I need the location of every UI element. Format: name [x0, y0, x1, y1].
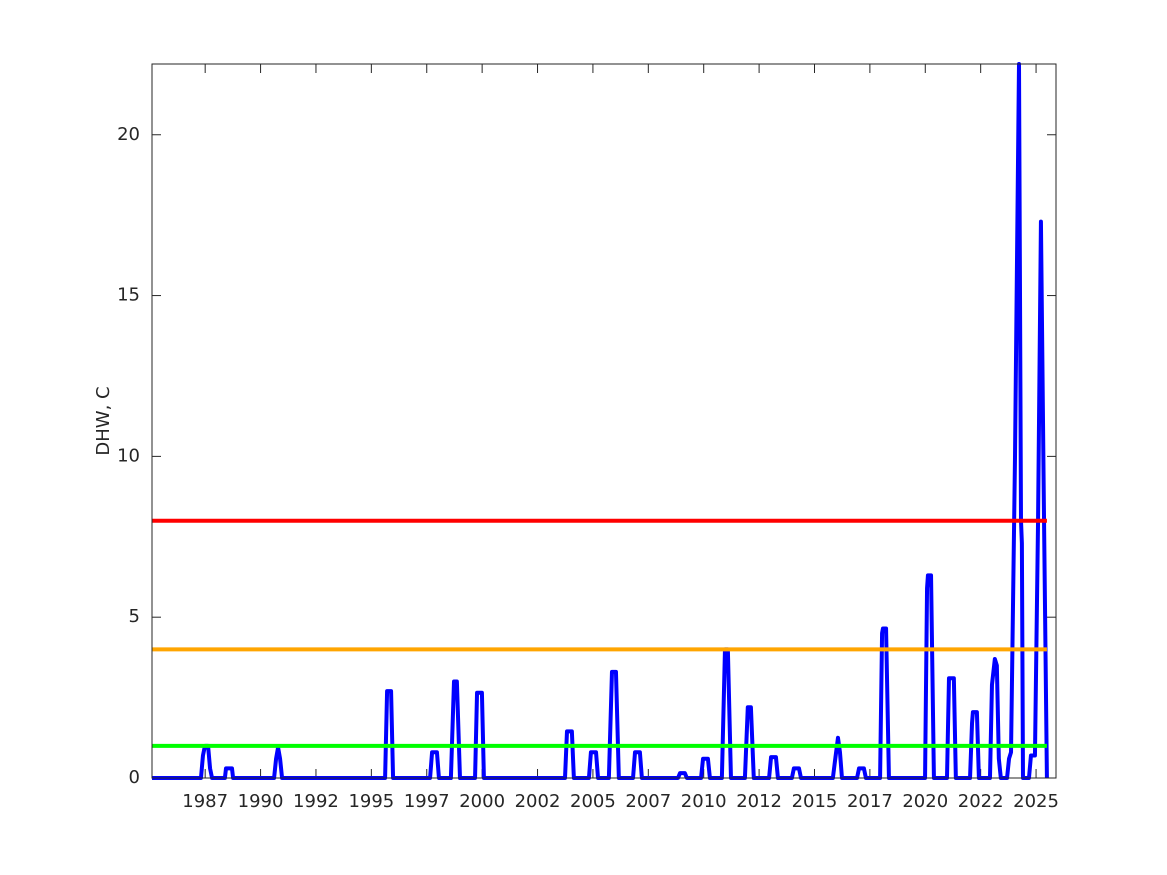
x-tick-label: 2017 — [847, 791, 893, 812]
x-tick-label: 2007 — [625, 791, 671, 812]
x-tick-label: 1997 — [404, 791, 450, 812]
x-tick-label: 2005 — [570, 791, 616, 812]
x-tick-label: 2002 — [515, 791, 561, 812]
y-axis-label: DHW, C — [93, 386, 114, 455]
x-tick-label: 1995 — [348, 791, 394, 812]
x-tick-label: 1992 — [293, 791, 339, 812]
y-tick-label: 10 — [117, 445, 140, 466]
x-tick-label: 1987 — [182, 791, 228, 812]
y-tick-label: 5 — [129, 606, 140, 627]
x-tick-label: 2022 — [958, 791, 1004, 812]
y-tick-label: 15 — [117, 285, 140, 306]
x-tick-label: 2020 — [902, 791, 948, 812]
x-tick-label: 2000 — [459, 791, 505, 812]
x-tick-label: 2025 — [1013, 791, 1059, 812]
plot-frame — [151, 63, 1057, 779]
x-tick-label: 2010 — [681, 791, 727, 812]
y-tick-label: 0 — [129, 767, 140, 788]
x-tick-label: 1990 — [238, 791, 284, 812]
x-tick-label: 2015 — [792, 791, 838, 812]
x-tick-label: 2012 — [736, 791, 782, 812]
y-tick-label: 20 — [117, 124, 140, 145]
